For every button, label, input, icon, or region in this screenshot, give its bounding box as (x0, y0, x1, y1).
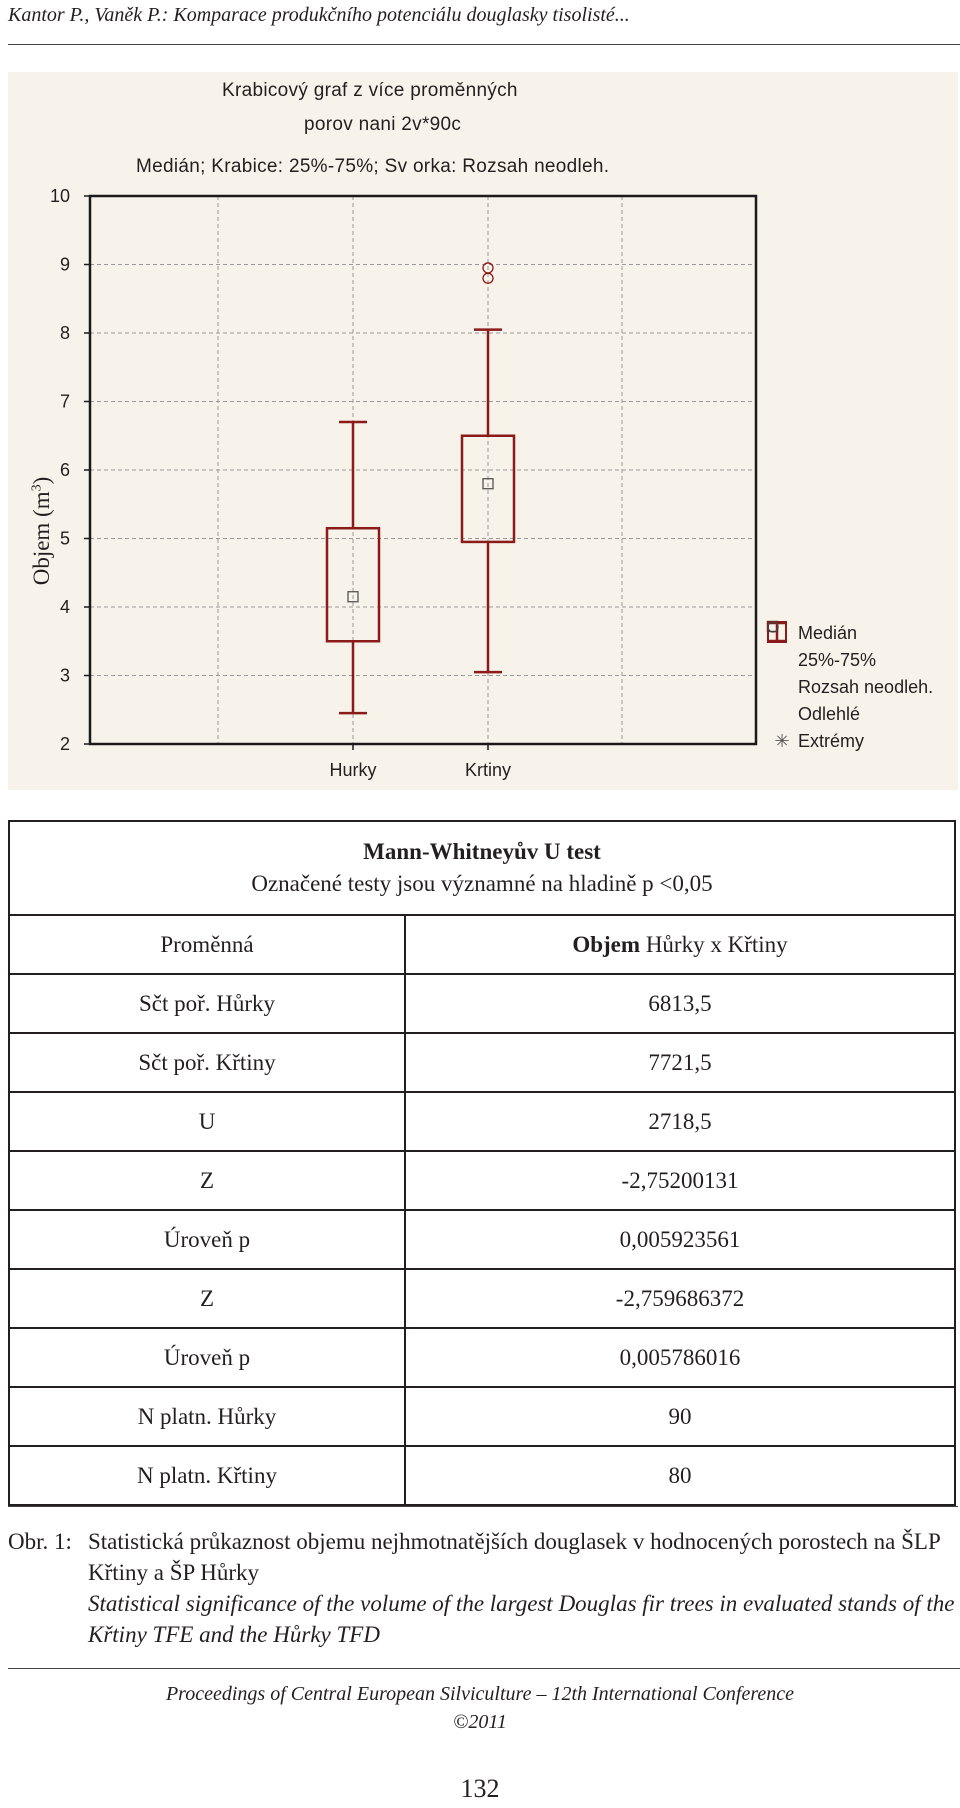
y-tick-label: 4 (60, 597, 70, 617)
table-title-cell: Mann-Whitneyův U test Označené testy jso… (8, 820, 956, 916)
y-tick-label: 5 (60, 529, 70, 549)
legend-label: Extrémy (798, 731, 865, 751)
outlier-point (482, 262, 494, 274)
y-tick-label: 10 (50, 186, 70, 206)
table-row: Úroveň p 0,005923561 (8, 1209, 956, 1270)
column-header-value: Objem Hůrky x Křtiny (404, 914, 956, 975)
row-label: Z (8, 1150, 406, 1211)
mann-whitney-table: Mann-Whitneyův U test Označené testy jso… (8, 820, 956, 1506)
caption-english: Statistical significance of the volume o… (88, 1591, 955, 1647)
table-body: Sčt poř. Hůrky 6813,5 Sčt poř. Křtiny 7721,… (8, 973, 956, 1506)
table-row: N platn. Křtiny 80 (8, 1445, 956, 1506)
row-label: Úroveň p (8, 1327, 406, 1388)
legend-label: Odlehlé (798, 704, 861, 724)
x-tick-label: Hurky (329, 760, 376, 780)
footer-line-2: ©2011 (453, 1711, 507, 1733)
table-row: Sčt poř. Křtiny 7721,5 (8, 1032, 956, 1093)
y-tick-label: 6 (60, 460, 70, 480)
legend-label: 25%-75% (798, 650, 877, 670)
median-marker (347, 591, 359, 603)
chart-canvas: 2 3 4 5 6 7 8 9 10 Hurky Krtiny (50, 186, 758, 780)
row-value: -2,759686372 (404, 1268, 956, 1329)
chart-title: Krabicový graf z více proměnných (222, 80, 518, 101)
row-value: 80 (404, 1445, 956, 1506)
caption-czech: Statistická průkaznost objemu nejhmotnat… (88, 1529, 940, 1585)
row-value: 90 (404, 1386, 956, 1447)
y-tick-label: 8 (60, 323, 70, 343)
row-label: Sčt poř. Křtiny (8, 1032, 406, 1093)
y-axis-label: Objem (m3) (29, 476, 54, 586)
row-value: 0,005786016 (404, 1327, 956, 1388)
footer-line-1: Proceedings of Central European Silvicul… (165, 1683, 795, 1705)
row-value: 0,005923561 (404, 1209, 956, 1270)
footer: Proceedings of Central European Silvicul… (0, 1680, 960, 1736)
chart-description: Medián; Krabice: 25%-75%; Sv orka: Rozsa… (136, 156, 610, 177)
y-tick-label: 3 (60, 666, 70, 686)
row-label: Sčt poř. Hůrky (8, 973, 406, 1034)
figure-caption: Obr. 1: Statistická průkaznost objemu ne… (8, 1526, 960, 1650)
table-subtitle: Označené testy jsou významné na hladině … (251, 871, 713, 896)
row-label: Z (8, 1268, 406, 1329)
page-number: 132 (460, 1774, 500, 1803)
column-header-variable: Proměnná (8, 914, 406, 975)
table-row: Úroveň p 0,005786016 (8, 1327, 956, 1388)
row-value: 7721,5 (404, 1032, 956, 1093)
table-row: Z -2,759686372 (8, 1268, 956, 1329)
table-row: Z -2,75200131 (8, 1150, 956, 1211)
row-value: -2,75200131 (404, 1150, 956, 1211)
row-label: N platn. Hůrky (8, 1386, 406, 1447)
caption-label: Obr. 1: (8, 1529, 72, 1554)
row-value: 2718,5 (404, 1091, 956, 1152)
asterisk-icon: ✳ (774, 731, 790, 751)
box-iqr (460, 434, 516, 544)
footer-rule (8, 1668, 960, 1669)
chart-legend: Medián 25%-75% Rozsah neodleh. Odlehlé ✳… (766, 620, 933, 755)
legend-item-range: Rozsah neodleh. (766, 621, 934, 701)
row-label: U (8, 1091, 406, 1152)
table-bottom-rule (8, 1506, 958, 1507)
legend-label: Rozsah neodleh. (798, 677, 934, 697)
box-plot-chart: 2 3 4 5 6 7 8 9 10 Hurky Krtiny Krabicový graf z v… (8, 72, 958, 790)
column-header-bold: Objem (572, 931, 641, 957)
table-header-row: Proměnná Objem Hůrky x Křtiny (8, 914, 956, 975)
y-tick-label: 7 (60, 392, 70, 412)
running-title: Kantor P., Vaněk P.: Komparace produkční… (8, 4, 630, 26)
legend-item-outliers: Odlehlé (766, 621, 933, 728)
row-label: N platn. Křtiny (8, 1445, 406, 1506)
legend-item-extremes: ✳ Extrémy (766, 728, 933, 755)
legend-item-box: 25%-75% (766, 621, 933, 674)
median-marker (482, 478, 494, 490)
legend-label: Medián (798, 623, 858, 643)
chart-subtitle: porov nani 2v*90c (304, 114, 462, 135)
y-tick-label: 9 (60, 255, 70, 275)
table-title: Mann-Whitneyův U test (363, 839, 601, 864)
x-tick-label: Krtiny (465, 760, 511, 780)
legend-item-median: Medián (766, 620, 933, 647)
table-row: N platn. Hůrky 90 (8, 1386, 956, 1447)
box-iqr (325, 526, 381, 643)
y-tick-label: 2 (60, 734, 70, 754)
row-label: Úroveň p (8, 1209, 406, 1270)
table-row: Sčt poř. Hůrky 6813,5 (8, 973, 956, 1034)
column-header-rest: Hůrky x Křtiny (640, 931, 788, 957)
row-value: 6813,5 (404, 973, 956, 1034)
table-row: U 2718,5 (8, 1091, 956, 1152)
caption-body: Statistická průkaznost objemu nejhmotnat… (88, 1526, 960, 1650)
header-rule (8, 44, 960, 45)
